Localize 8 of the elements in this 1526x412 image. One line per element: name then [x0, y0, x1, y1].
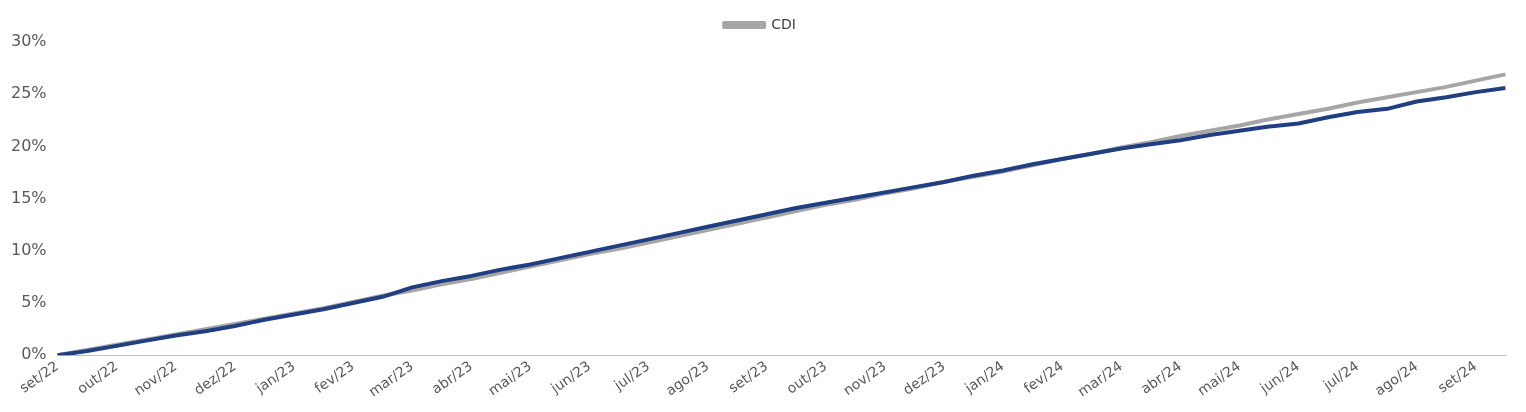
y-tick-label: 30% [11, 31, 47, 51]
y-tick-label: 10% [11, 240, 47, 259]
y-tick-label: 0% [21, 344, 47, 364]
y-tick-label: 25% [11, 83, 47, 103]
y-tick-label: 15% [11, 187, 47, 207]
y-tick-label: 20% [11, 135, 47, 155]
y-tick-label: 5% [21, 292, 47, 312]
legend-label: CDI [771, 15, 796, 32]
